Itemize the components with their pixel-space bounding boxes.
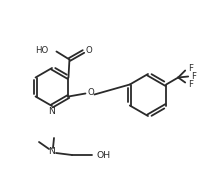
Text: N: N	[49, 107, 55, 116]
Text: HO: HO	[35, 46, 48, 55]
Text: O: O	[87, 88, 94, 97]
Text: O: O	[85, 46, 92, 55]
Text: F: F	[188, 64, 193, 73]
Text: N: N	[49, 147, 55, 157]
Text: OH: OH	[97, 151, 111, 159]
Text: F: F	[191, 72, 196, 81]
Text: F: F	[188, 80, 193, 89]
